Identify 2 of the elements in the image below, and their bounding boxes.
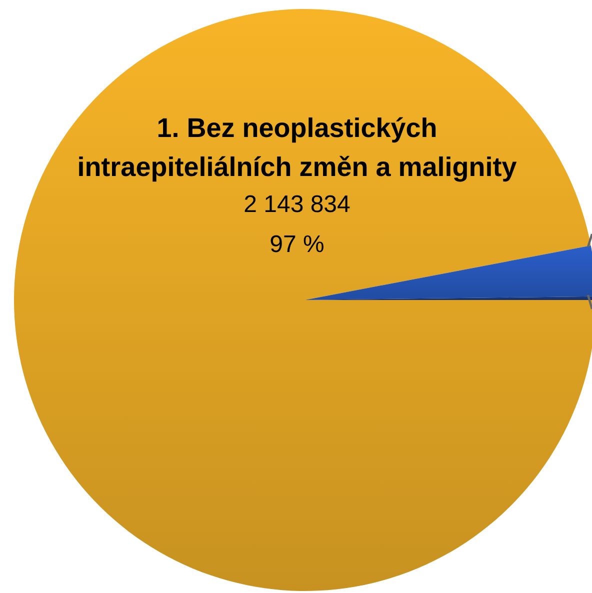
data-label: 2 143 834 97 % [244, 191, 350, 258]
slice-label: 1. Bez neoplastických intraepiteliálních změn a malignity [77, 113, 517, 182]
